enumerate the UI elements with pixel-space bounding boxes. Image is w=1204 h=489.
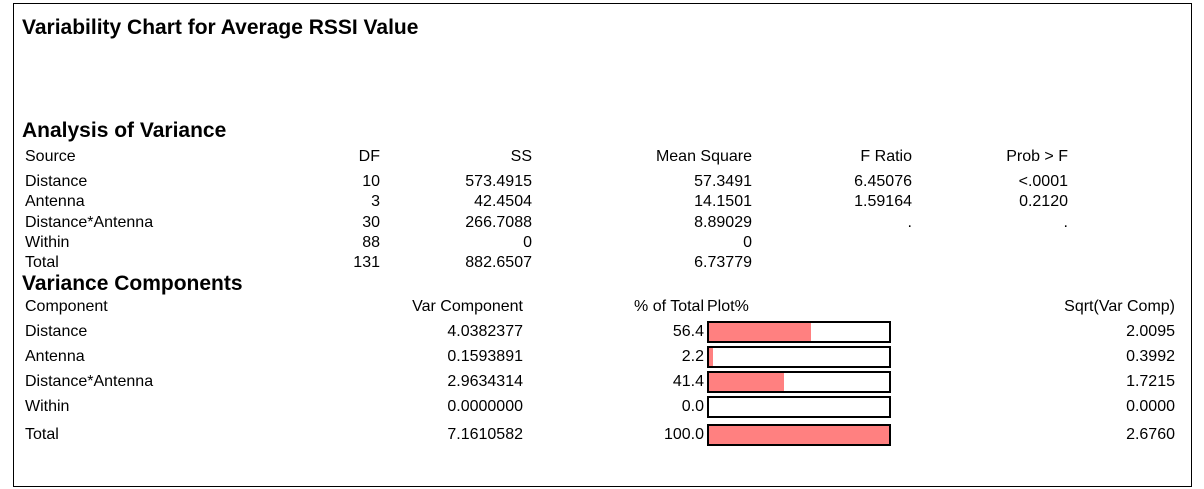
plot-bar-frame <box>707 371 891 393</box>
row-label: Antenna <box>25 193 85 211</box>
table-cell: 88 <box>362 233 380 251</box>
table-cell: 14.1501 <box>694 193 752 211</box>
table-cell: 573.4915 <box>465 173 532 190</box>
column-header: F Ratio <box>860 148 912 165</box>
table-cell: 42.4504 <box>474 193 532 211</box>
column-header: % of Total <box>634 298 704 315</box>
row-label: Distance <box>25 323 88 340</box>
table-cell: 0.0000000 <box>447 398 523 415</box>
plot-bar <box>709 426 889 444</box>
row-label: Within <box>25 398 70 415</box>
table-cell: 0.0000 <box>1126 398 1175 415</box>
table-cell: 6.73779 <box>694 254 752 272</box>
column-header: Plot% <box>707 298 749 315</box>
row-label: Distance*Antenna <box>25 213 154 231</box>
column-header: Component <box>25 298 108 315</box>
table-cell: 2.2 <box>681 348 704 365</box>
table-cell: 0 <box>523 233 532 251</box>
table-cell: 30 <box>362 213 380 231</box>
table-cell: 0.3992 <box>1126 348 1175 365</box>
table-cell: 266.7088 <box>465 213 532 231</box>
column-header: Mean Square <box>655 148 752 165</box>
table-cell: . <box>907 213 912 231</box>
table-cell: 57.3491 <box>694 173 752 190</box>
table-cell: 10 <box>362 173 380 190</box>
row-label: Distance*Antenna <box>25 373 154 390</box>
table-cell: <.0001 <box>1018 173 1068 190</box>
table-cell: 41.4 <box>672 373 704 390</box>
row-label: Within <box>25 233 70 251</box>
plot-bar-frame <box>707 321 891 343</box>
table-cell: 7.1610582 <box>447 426 523 443</box>
table-cell: 0.2120 <box>1019 193 1068 211</box>
plot-bar <box>709 323 811 341</box>
row-label: Distance <box>25 173 88 190</box>
table-cell: 2.6760 <box>1126 426 1175 443</box>
column-header: DF <box>358 148 380 165</box>
table-cell: 1.7215 <box>1126 373 1175 390</box>
row-label: Antenna <box>25 348 85 365</box>
plot-bar-frame <box>707 396 891 418</box>
column-header: Var Component <box>412 298 523 315</box>
table-cell: 0 <box>743 233 752 251</box>
table-cell: 100.0 <box>663 426 704 443</box>
table-cell: . <box>1063 213 1068 231</box>
report-frame <box>13 3 1192 487</box>
plot-bar <box>709 348 713 366</box>
table-cell: 8.89029 <box>694 213 752 231</box>
section-heading: Analysis of Variance <box>22 119 227 142</box>
section-heading: Variance Components <box>22 272 243 295</box>
plot-bar-frame <box>707 346 891 368</box>
table-cell: 131 <box>353 254 380 272</box>
row-label: Total <box>25 254 59 272</box>
plot-bar <box>709 373 784 391</box>
table-cell: 56.4 <box>672 323 704 340</box>
table-cell: 4.0382377 <box>447 323 523 340</box>
table-cell: 882.6507 <box>465 254 532 272</box>
table-cell: 0.0 <box>681 398 704 415</box>
table-cell: 3 <box>371 193 380 211</box>
column-header: Prob > F <box>1006 148 1068 165</box>
column-header: Sqrt(Var Comp) <box>1064 298 1175 315</box>
table-cell: 1.59164 <box>854 193 912 211</box>
column-header: SS <box>510 148 532 165</box>
report-title: Variability Chart for Average RSSI Value <box>22 16 419 39</box>
table-cell: 2.0095 <box>1126 323 1175 340</box>
table-cell: 0.1593891 <box>447 348 523 365</box>
table-cell: 2.9634314 <box>447 373 523 390</box>
column-header: Source <box>25 148 76 165</box>
row-label: Total <box>25 426 59 443</box>
table-cell: 6.45076 <box>854 173 912 190</box>
plot-bar-frame <box>707 424 891 446</box>
